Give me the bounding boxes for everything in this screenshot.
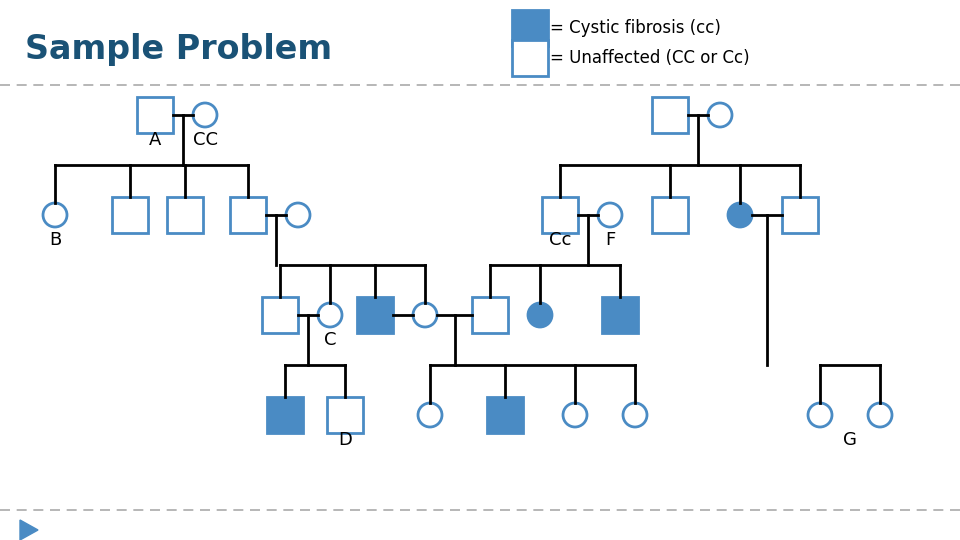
Text: Sample Problem: Sample Problem (25, 33, 332, 66)
Bar (327, 397, 363, 433)
Circle shape (286, 203, 310, 227)
Circle shape (563, 403, 587, 427)
Bar (137, 97, 173, 133)
Bar (267, 397, 303, 433)
Circle shape (413, 303, 437, 327)
Circle shape (193, 103, 217, 127)
Bar (357, 297, 393, 333)
Circle shape (528, 303, 552, 327)
Circle shape (708, 103, 732, 127)
Circle shape (598, 203, 622, 227)
Bar (230, 197, 266, 233)
Circle shape (318, 303, 342, 327)
Circle shape (418, 403, 442, 427)
Text: = Cystic fibrosis (cc): = Cystic fibrosis (cc) (550, 19, 721, 37)
Text: C: C (324, 331, 336, 349)
Bar (487, 397, 523, 433)
Circle shape (623, 403, 647, 427)
Text: CC: CC (193, 131, 218, 149)
Bar (652, 97, 688, 133)
Circle shape (808, 403, 832, 427)
Bar (512, 40, 548, 76)
Bar (602, 297, 638, 333)
Bar (542, 197, 578, 233)
Text: F: F (605, 231, 615, 249)
Text: = Unaffected (CC or Cc): = Unaffected (CC or Cc) (550, 49, 750, 67)
Bar (652, 197, 688, 233)
Circle shape (728, 203, 752, 227)
Bar (262, 297, 298, 333)
Bar (167, 197, 203, 233)
Text: A: A (149, 131, 161, 149)
Bar (472, 297, 508, 333)
Text: Cc: Cc (549, 231, 571, 249)
Circle shape (43, 203, 67, 227)
Text: D: D (338, 431, 352, 449)
Polygon shape (20, 520, 38, 540)
Bar (512, 10, 548, 46)
Text: B: B (49, 231, 61, 249)
Text: G: G (843, 431, 857, 449)
Bar (782, 197, 818, 233)
Bar (112, 197, 148, 233)
Circle shape (868, 403, 892, 427)
